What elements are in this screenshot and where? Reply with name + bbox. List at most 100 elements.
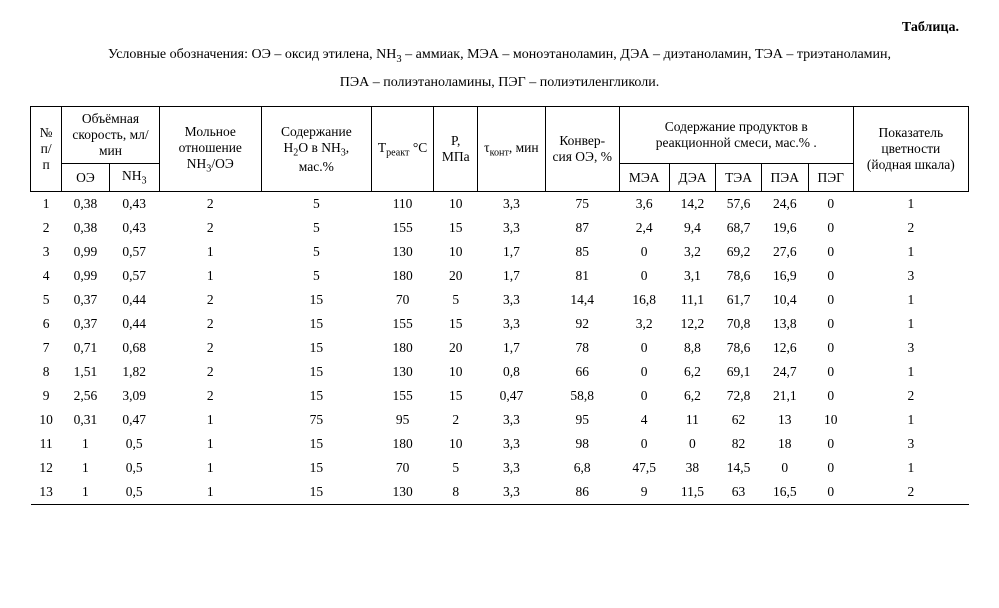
cell-p: 2 — [434, 408, 478, 432]
cell-mea: 3,6 — [619, 192, 669, 217]
cell-tau: 3,3 — [478, 312, 545, 336]
col-conv: Конвер- сия ОЭ, % — [545, 107, 619, 192]
cell-nh3: 0,5 — [109, 432, 159, 456]
cell-dea: 14,2 — [669, 192, 716, 217]
table-row: 1110,5115180103,39800821803 — [31, 432, 969, 456]
cell-ratio: 2 — [159, 192, 261, 217]
cell-oe: 0,71 — [62, 336, 110, 360]
table-row: 92,563,09215155150,4758,806,272,821,102 — [31, 384, 969, 408]
cell-p: 5 — [434, 456, 478, 480]
cell-mea: 0 — [619, 384, 669, 408]
cell-mea: 47,5 — [619, 456, 669, 480]
cell-tau: 3,3 — [478, 408, 545, 432]
cell-tea: 70,8 — [716, 312, 761, 336]
cell-ratio: 2 — [159, 288, 261, 312]
cell-oe: 1 — [62, 432, 110, 456]
cell-t: 180 — [371, 432, 433, 456]
table-row: 20,380,4325155153,3872,49,468,719,602 — [31, 216, 969, 240]
cell-t: 95 — [371, 408, 433, 432]
cell-color: 3 — [853, 336, 968, 360]
cell-mea: 2,4 — [619, 216, 669, 240]
cell-tau: 3,3 — [478, 480, 545, 505]
cell-peg: 0 — [808, 336, 853, 360]
cell-oe: 0,31 — [62, 408, 110, 432]
cell-n: 8 — [31, 360, 62, 384]
cell-ratio: 1 — [159, 456, 261, 480]
cell-conv: 14,4 — [545, 288, 619, 312]
cell-color: 2 — [853, 480, 968, 505]
cell-pea: 16,9 — [761, 264, 808, 288]
cell-peg: 0 — [808, 192, 853, 217]
cell-tea: 57,6 — [716, 192, 761, 217]
col-color: Показатель цветности (йодная шкала) — [853, 107, 968, 192]
cell-oe: 0,99 — [62, 264, 110, 288]
cell-conv: 86 — [545, 480, 619, 505]
cell-color: 1 — [853, 312, 968, 336]
cell-conv: 66 — [545, 360, 619, 384]
table-row: 40,990,5715180201,78103,178,616,903 — [31, 264, 969, 288]
col-molar-ratio: Мольное отношение NH3/ОЭ — [159, 107, 261, 192]
table-row: 50,370,442157053,314,416,811,161,710,401 — [31, 288, 969, 312]
cell-dea: 3,1 — [669, 264, 716, 288]
cell-pea: 12,6 — [761, 336, 808, 360]
cell-ratio: 1 — [159, 264, 261, 288]
cell-h2o: 15 — [261, 432, 371, 456]
cell-dea: 6,2 — [669, 384, 716, 408]
cell-t: 155 — [371, 216, 433, 240]
cell-color: 2 — [853, 216, 968, 240]
cell-tau: 3,3 — [478, 192, 545, 217]
cell-n: 1 — [31, 192, 62, 217]
cell-p: 20 — [434, 264, 478, 288]
cell-mea: 0 — [619, 240, 669, 264]
legend-line1-a: Условные обозначения: ОЭ – оксид этилена… — [108, 47, 396, 62]
cell-color: 1 — [853, 408, 968, 432]
cell-tau: 1,7 — [478, 240, 545, 264]
cell-n: 6 — [31, 312, 62, 336]
cell-pea: 27,6 — [761, 240, 808, 264]
cell-t: 70 — [371, 456, 433, 480]
cell-oe: 0,38 — [62, 192, 110, 217]
cell-tea: 78,6 — [716, 264, 761, 288]
table-row: 1310,511513083,386911,56316,502 — [31, 480, 969, 505]
cell-t: 155 — [371, 384, 433, 408]
cell-peg: 0 — [808, 456, 853, 480]
cell-n: 3 — [31, 240, 62, 264]
cell-color: 1 — [853, 288, 968, 312]
cell-h2o: 15 — [261, 312, 371, 336]
cell-conv: 87 — [545, 216, 619, 240]
cell-t: 130 — [371, 240, 433, 264]
cell-nh3: 0,43 — [109, 192, 159, 217]
cell-t: 180 — [371, 264, 433, 288]
cell-tau: 0,47 — [478, 384, 545, 408]
col-treact: Tреакт °C — [371, 107, 433, 192]
cell-mea: 0 — [619, 336, 669, 360]
cell-h2o: 5 — [261, 240, 371, 264]
cell-nh3: 0,5 — [109, 456, 159, 480]
cell-t: 110 — [371, 192, 433, 217]
cell-ratio: 1 — [159, 480, 261, 505]
cell-t: 155 — [371, 312, 433, 336]
cell-mea: 9 — [619, 480, 669, 505]
cell-h2o: 15 — [261, 384, 371, 408]
cell-t: 130 — [371, 480, 433, 505]
col-h2o: Содержание H2O в NH3, мас.% — [261, 107, 371, 192]
cell-h2o: 75 — [261, 408, 371, 432]
cell-tau: 3,3 — [478, 432, 545, 456]
cell-ratio: 2 — [159, 384, 261, 408]
cell-mea: 0 — [619, 432, 669, 456]
cell-tea: 69,1 — [716, 360, 761, 384]
cell-p: 15 — [434, 384, 478, 408]
table-row: 70,710,68215180201,77808,878,612,603 — [31, 336, 969, 360]
cell-color: 1 — [853, 360, 968, 384]
cell-h2o: 15 — [261, 336, 371, 360]
cell-color: 3 — [853, 432, 968, 456]
cell-p: 10 — [434, 240, 478, 264]
cell-pea: 13 — [761, 408, 808, 432]
cell-color: 1 — [853, 240, 968, 264]
cell-tea: 14,5 — [716, 456, 761, 480]
cell-h2o: 15 — [261, 288, 371, 312]
cell-peg: 0 — [808, 312, 853, 336]
cell-ratio: 2 — [159, 216, 261, 240]
cell-color: 2 — [853, 384, 968, 408]
cell-pea: 16,5 — [761, 480, 808, 505]
